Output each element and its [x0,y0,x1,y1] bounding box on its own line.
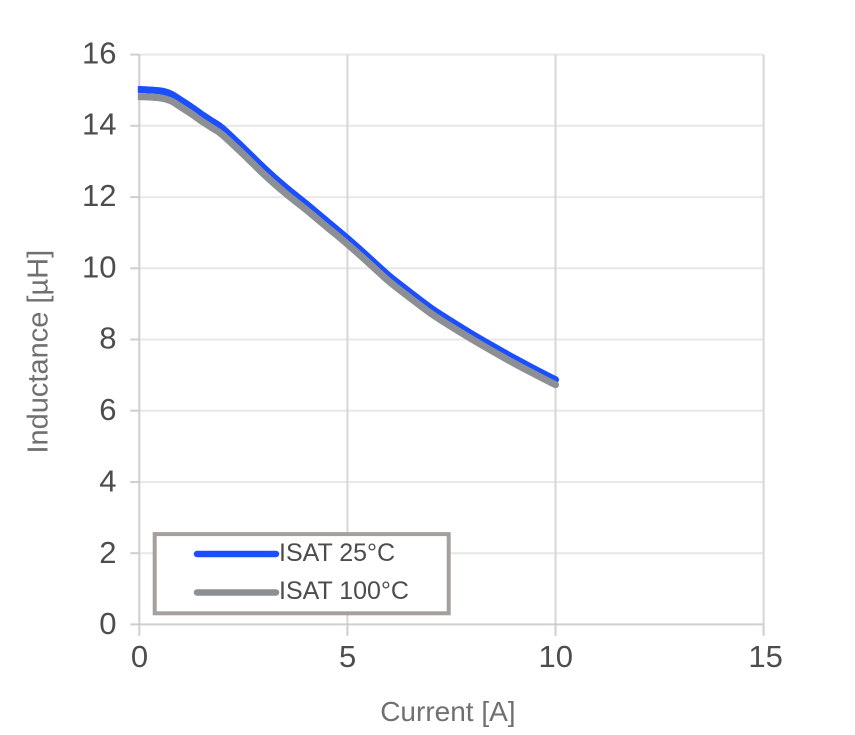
svg-text:5: 5 [339,639,356,674]
svg-text:14: 14 [82,107,116,142]
svg-text:0: 0 [99,606,116,641]
svg-text:Current [A]: Current [A] [380,696,515,727]
svg-text:ISAT 100°C: ISAT 100°C [279,577,409,605]
svg-text:Inductance [µH]: Inductance [µH] [23,250,55,454]
svg-text:6: 6 [99,392,116,427]
svg-text:8: 8 [99,321,116,356]
svg-text:0: 0 [131,639,148,674]
svg-text:2: 2 [99,535,116,570]
svg-text:15: 15 [748,639,782,674]
svg-text:ISAT 25°C: ISAT 25°C [279,539,395,567]
svg-text:16: 16 [82,35,116,70]
svg-text:10: 10 [82,249,116,284]
svg-text:4: 4 [99,463,116,498]
svg-text:10: 10 [538,639,572,674]
svg-text:12: 12 [82,178,116,213]
